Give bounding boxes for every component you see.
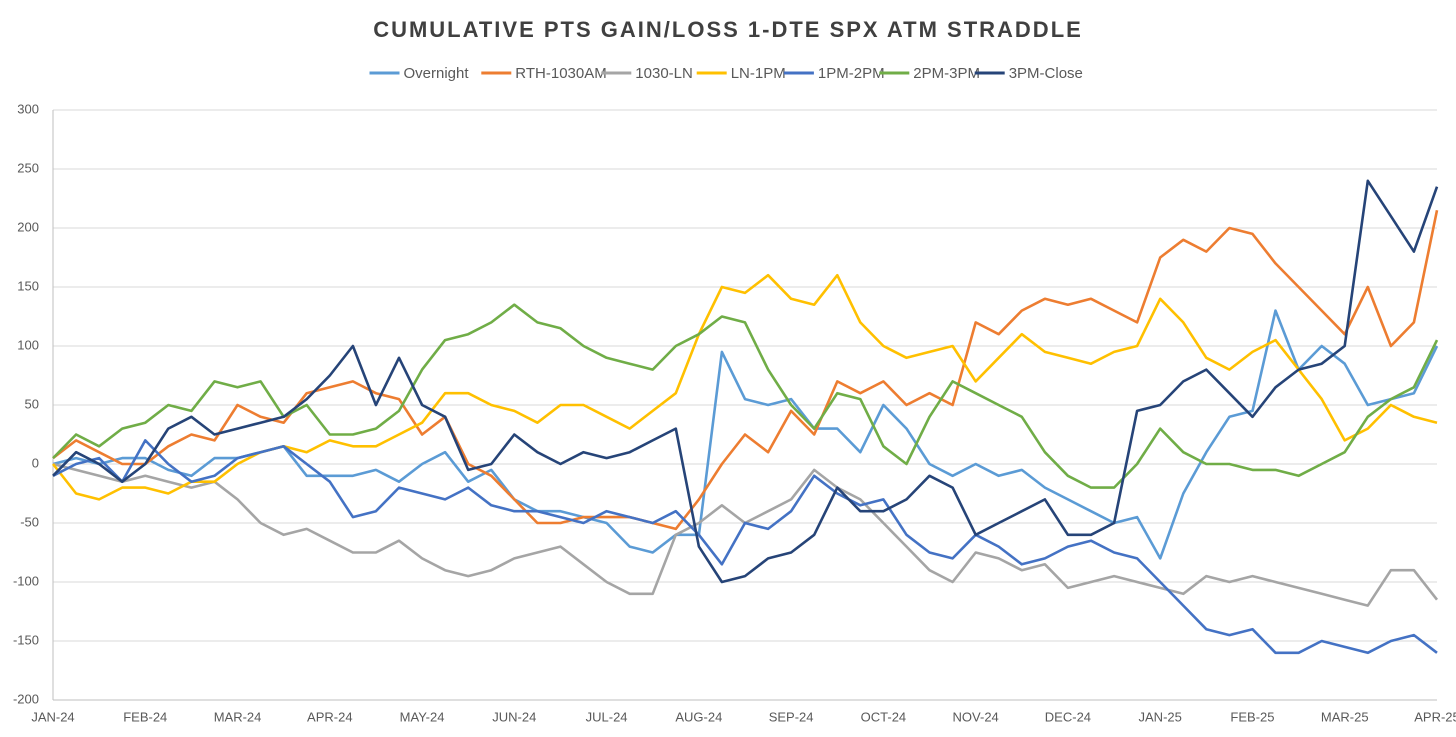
x-tick-label: JUL-24 [586,709,628,724]
x-tick-label: OCT-24 [861,709,907,724]
series-line [52,439,1438,655]
x-tick-label: FEB-24 [123,709,167,724]
chart-title: CUMULATIVE PTS GAIN/LOSS 1-DTE SPX ATM S… [373,17,1083,42]
y-tick-label: 0 [32,455,39,470]
x-tick-label: DEC-24 [1045,709,1091,724]
x-tick-label: FEB-25 [1230,709,1274,724]
y-tick-label: -150 [13,632,39,647]
x-tick-label: JAN-24 [31,709,74,724]
y-tick-label: 100 [17,337,39,352]
legend-label: RTH-1030AM [515,65,606,82]
x-tick-label: APR-24 [307,709,353,724]
y-tick-label: -50 [20,514,39,529]
y-tick-label: 250 [17,160,39,175]
y-tick-label: -100 [13,573,39,588]
x-tick-label: MAR-24 [214,709,262,724]
x-tick-label: SEP-24 [769,709,814,724]
legend-label: 2PM-3PM [913,65,980,82]
legend-label: 3PM-Close [1009,65,1083,82]
x-tick-label: NOV-24 [953,709,999,724]
x-tick-label: AUG-24 [675,709,722,724]
legend-label: Overnight [404,65,470,82]
x-tick-label: JAN-25 [1139,709,1182,724]
x-tick-label: MAR-25 [1321,709,1369,724]
x-tick-label: JUN-24 [492,709,536,724]
series-line [52,179,1439,584]
y-tick-label: 200 [17,219,39,234]
y-tick-label: 150 [17,278,39,293]
legend-label: LN-1PM [731,65,786,82]
x-tick-label: APR-25 [1414,709,1456,724]
y-tick-label: 50 [25,396,39,411]
x-tick-label: MAY-24 [400,709,445,724]
y-tick-label: 300 [17,101,39,116]
series-line [52,210,1439,531]
legend-label: 1030-LN [635,65,693,82]
y-tick-label: -200 [13,691,39,706]
legend-label: 1PM-2PM [818,65,885,82]
